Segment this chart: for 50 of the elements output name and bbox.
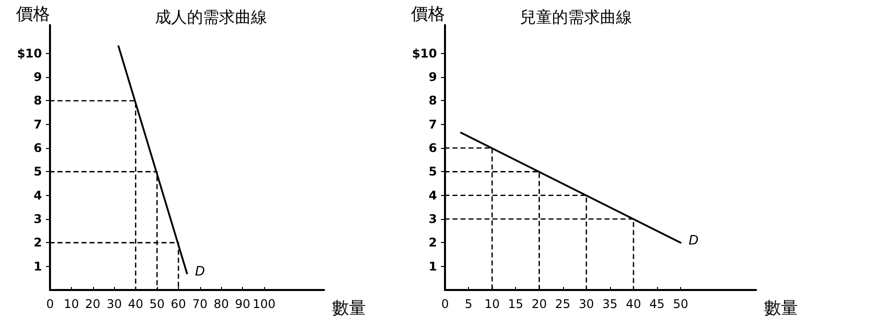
- x-tick-label: 20: [532, 297, 547, 311]
- y-axis-title: 價格: [411, 4, 445, 24]
- chart-title: 成人的需求曲線: [155, 8, 267, 26]
- y-tick-label: 8: [428, 94, 437, 108]
- x-tick-label: 50: [149, 297, 165, 311]
- y-tick-label: 5: [34, 164, 42, 179]
- x-tick-label: 80: [214, 297, 229, 311]
- y-axis-title: 價格: [16, 4, 50, 24]
- x-tick-label: 15: [508, 297, 524, 311]
- y-tick-label: 1: [34, 259, 42, 274]
- x-tick-label: 30: [106, 297, 122, 311]
- x-tick-label: 20: [85, 297, 100, 311]
- y-tick-label: 7: [428, 117, 437, 132]
- x-tick-label: 0: [441, 297, 449, 311]
- y-tick-label: 6: [34, 141, 42, 156]
- x-tick-label: 10: [484, 297, 500, 311]
- x-axis-title: 數量: [764, 298, 798, 318]
- chart-title: 兒童的需求曲線: [520, 8, 632, 26]
- y-tick-label: 9: [428, 70, 437, 84]
- x-tick-label: 50: [672, 297, 688, 311]
- y-tick-label: 4: [428, 188, 437, 202]
- annotation: D: [688, 234, 699, 249]
- x-tick-label: 60: [170, 297, 186, 311]
- x-tick-label: 70: [192, 297, 208, 311]
- x-tick-label: 35: [602, 297, 618, 311]
- x-tick-label: 0: [46, 297, 54, 311]
- x-tick-label: 5: [464, 297, 472, 311]
- y-tick-label: 9: [34, 70, 42, 84]
- y-tick-label: 1: [428, 259, 437, 274]
- y-tick-label: 5: [428, 164, 437, 179]
- x-tick-label: 45: [649, 297, 665, 311]
- y-tick-label: 3: [34, 212, 42, 226]
- y-tick-label: 3: [428, 212, 437, 226]
- x-tick-label: 40: [128, 297, 144, 311]
- x-axis-title: 數量: [332, 298, 366, 318]
- y-tick-label: 2: [34, 236, 42, 250]
- x-tick-label: 90: [235, 297, 250, 311]
- annotation: D: [195, 264, 206, 280]
- y-tick-label: 4: [34, 188, 42, 202]
- y-tick-label: 6: [428, 141, 437, 156]
- x-tick-label: 40: [626, 297, 642, 311]
- y-tick-label: 2: [428, 236, 437, 250]
- y-tick-label: 7: [34, 117, 42, 132]
- x-tick-label: 25: [555, 297, 570, 311]
- x-tick-label: 100: [252, 297, 276, 311]
- y-tick-label: $10: [412, 46, 437, 60]
- x-tick-label: 30: [578, 297, 594, 311]
- y-tick-label: $10: [16, 46, 42, 60]
- y-tick-label: 8: [34, 94, 42, 108]
- x-tick-label: 10: [64, 297, 80, 311]
